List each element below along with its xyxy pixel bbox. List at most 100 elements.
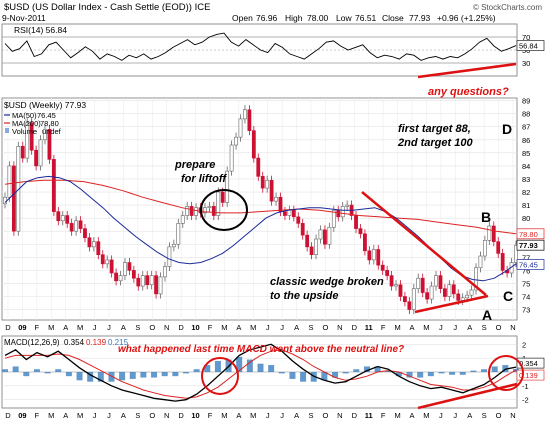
macd-histogram-bar — [342, 372, 349, 374]
macd-histogram-bar — [332, 372, 339, 378]
candle-body — [376, 249, 381, 266]
macd-x-label: J — [93, 411, 97, 420]
macd-x-label: O — [323, 411, 329, 420]
candle-body — [20, 146, 25, 159]
candle-body — [278, 196, 283, 212]
macd-signal-line — [4, 349, 517, 399]
macd-x-label: S — [135, 411, 140, 420]
price-tick-label: 74 — [522, 292, 530, 301]
legend-ma200-name: MA(200) — [12, 119, 41, 128]
candle-body — [514, 244, 518, 263]
candle-body — [500, 253, 505, 271]
candle-body — [158, 276, 163, 295]
candle-body — [100, 254, 105, 265]
rsi-current-box — [516, 40, 545, 51]
price-x-label: 09 — [18, 323, 26, 332]
price-tick-label: 75 — [522, 279, 530, 288]
chart-title: $USD (US Dollar Index - Cash Settle (EOD… — [4, 2, 210, 13]
candle-body — [25, 122, 30, 159]
candle-body — [438, 275, 443, 289]
candle-body — [194, 207, 198, 216]
price-x-label: A — [467, 323, 472, 332]
price-x-label: J — [439, 323, 443, 332]
price-tick-label: 86 — [522, 136, 530, 145]
legend-ma50-value: 76.45 — [37, 111, 56, 120]
candle-body — [358, 228, 363, 235]
legend-ma50-name: MA(50) — [12, 111, 37, 120]
price-x-label: A — [236, 323, 241, 332]
macd-histogram-bar — [459, 372, 466, 375]
macd-value: 0.354 — [64, 338, 85, 347]
macd-layer: 210-1-20.3540.139D09FMAMJJASOND10FMAMJJA… — [2, 340, 545, 420]
candle-body — [434, 275, 438, 287]
macd-circle-2011 — [488, 355, 524, 391]
candle-body — [251, 130, 256, 159]
candle-body — [487, 225, 492, 241]
candle-body — [456, 293, 461, 301]
change-value: +0.96 (+1.25%) — [437, 13, 496, 23]
price-x-label: J — [93, 323, 97, 332]
price-layer: 898887868584838281807978777675747378.807… — [2, 97, 545, 332]
candle-body — [163, 266, 167, 278]
candle-body — [114, 272, 118, 282]
macd-histogram-bar — [161, 372, 168, 377]
candle-body — [345, 204, 350, 207]
macd-x-label: A — [294, 411, 299, 420]
price-x-label: M — [250, 323, 256, 332]
candle-body — [491, 225, 496, 242]
macd-title-prefix: MACD(12,26,9) — [4, 338, 60, 347]
macd-histogram-bar — [140, 372, 147, 378]
macd-x-label: S — [308, 411, 313, 420]
candle-body — [96, 241, 101, 256]
candle-body — [398, 284, 403, 297]
annotation-label-d: D — [502, 121, 512, 137]
annotation-label-b: B — [481, 209, 491, 225]
candle-body — [451, 284, 456, 295]
price-tick-label: 76 — [522, 266, 530, 275]
price-tick-label: 85 — [522, 149, 530, 158]
annotations: any questions? first target 88, 2nd targ… — [118, 62, 524, 410]
price-x-label: M — [394, 323, 400, 332]
macd-x-label: N — [510, 411, 515, 420]
candle-body — [7, 165, 12, 198]
macd-histogram-bar — [449, 372, 456, 375]
annotation-target-1: first target 88, — [398, 123, 471, 135]
macd-x-label: A — [467, 411, 472, 420]
rsi-trend-line — [417, 62, 517, 79]
macd-x-label: F — [381, 411, 386, 420]
candle-body — [403, 296, 407, 303]
macd-histogram-bar — [289, 372, 296, 379]
annotation-target-2: 2nd target 100 — [397, 137, 473, 149]
macd-histogram-bar — [363, 366, 370, 372]
candle-body — [3, 196, 7, 205]
macd-histogram-bar — [129, 372, 136, 379]
candle-body — [238, 118, 243, 138]
histogram-value: 0.215 — [108, 338, 129, 347]
annotation-label-c: C — [503, 288, 513, 304]
macd-histogram-bar — [214, 360, 221, 372]
candle-body — [425, 292, 430, 300]
price-x-label: F — [35, 323, 40, 332]
price-x-label: M — [423, 323, 429, 332]
price-x-label: S — [482, 323, 487, 332]
macd-histogram-bar — [395, 372, 402, 377]
price-x-label: D — [5, 323, 11, 332]
price-x-label: 11 — [365, 323, 373, 332]
macd-tick-label: -2 — [522, 396, 529, 405]
price-tick-label: 88 — [522, 110, 530, 119]
candle-body — [74, 220, 78, 232]
macd-histogram-bar — [87, 372, 94, 382]
macd-histogram-bar — [55, 369, 62, 372]
candle-body — [496, 241, 501, 254]
candle-body — [11, 165, 16, 232]
price-legend: MA(50) 76.45 MA(200) 78.80 Volume undef — [4, 111, 62, 136]
candle-body — [131, 270, 136, 279]
macd-x-label: M — [77, 411, 83, 420]
candle-body — [211, 206, 216, 216]
macd-x-label: M — [221, 411, 227, 420]
price-tick-label: 81 — [522, 201, 530, 210]
candle-body — [389, 275, 394, 287]
candle-body — [243, 109, 247, 120]
price-current-box — [516, 239, 545, 251]
